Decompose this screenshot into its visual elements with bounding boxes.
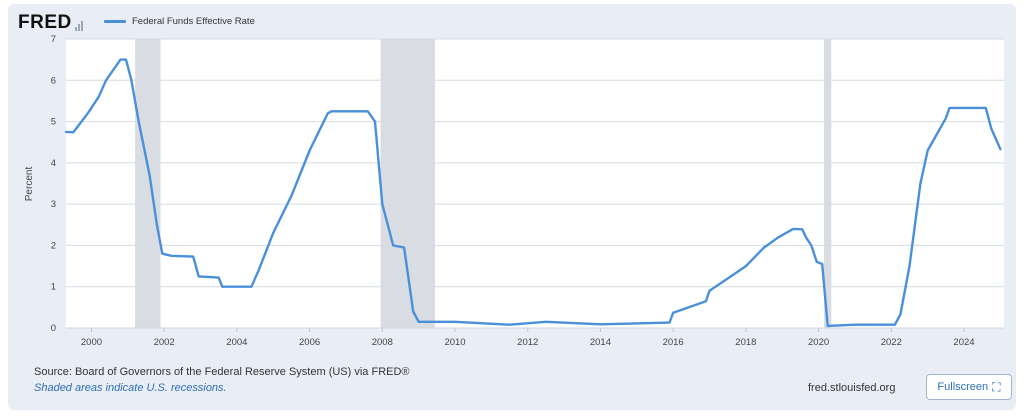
series-group xyxy=(64,58,1002,328)
y-tick-3: 3 xyxy=(51,199,56,210)
x-tick-2002: 2002 xyxy=(154,337,175,348)
x-tick-labels: 2000 2002 2004 2006 2008 2010 2012 2014 2016 2018… xyxy=(81,328,975,348)
x-tick-2008: 2008 xyxy=(372,337,393,348)
x-tick-2004: 2004 xyxy=(226,337,247,348)
expand-icon: ⛶ xyxy=(992,380,1001,394)
chart-frame: FRED Federal Funds Effective Rate 0 1 2 3 4 5… xyxy=(8,4,1016,410)
y-tick-2: 2 xyxy=(51,240,56,251)
fullscreen-button[interactable]: Fullscreen ⛶ xyxy=(926,374,1012,400)
plot-area xyxy=(66,39,1004,328)
source-note: Source: Board of Governors of the Federa… xyxy=(34,366,410,378)
logo-text: FRED xyxy=(18,12,72,33)
recession-band-0 xyxy=(135,39,161,328)
x-tick-2006: 2006 xyxy=(299,337,320,348)
x-tick-2020: 2020 xyxy=(808,337,829,348)
legend-label: Federal Funds Effective Rate xyxy=(132,16,255,27)
y-tick-6: 6 xyxy=(51,75,56,86)
fullscreen-label: Fullscreen xyxy=(937,381,989,393)
x-tick-2010: 2010 xyxy=(444,337,465,348)
recession-bands xyxy=(135,39,832,328)
recession-note: Shaded areas indicate U.S. recessions. xyxy=(34,382,227,394)
line-chart: 0 1 2 3 4 5 6 7 2000 2002 2004 2006 2008 2010 2012 201… xyxy=(24,34,1004,348)
x-tick-2012: 2012 xyxy=(517,337,538,348)
y-tick-0: 0 xyxy=(51,323,56,334)
series-line-0 xyxy=(64,58,1002,328)
x-tick-2014: 2014 xyxy=(590,337,611,348)
legend-swatch xyxy=(104,20,126,23)
y-tick-4: 4 xyxy=(51,158,56,169)
y-tick-labels: 0 1 2 3 4 5 6 7 xyxy=(51,34,56,334)
x-tick-2016: 2016 xyxy=(663,337,684,348)
x-tick-2024: 2024 xyxy=(953,337,974,348)
x-tick-2018: 2018 xyxy=(735,337,756,348)
x-tick-2000: 2000 xyxy=(81,337,102,348)
recession-band-2 xyxy=(824,39,832,328)
y-tick-5: 5 xyxy=(51,117,56,128)
site-url[interactable]: fred.stlouisfed.org xyxy=(808,382,896,394)
y-tick-1: 1 xyxy=(51,282,56,293)
fred-logo[interactable]: FRED xyxy=(18,12,83,34)
y-axis-label: Percent xyxy=(24,167,35,202)
y-tick-7: 7 xyxy=(51,34,56,45)
x-tick-2022: 2022 xyxy=(881,337,902,348)
logo-bars-icon xyxy=(74,20,83,31)
legend: Federal Funds Effective Rate xyxy=(104,16,255,27)
recession-band-1 xyxy=(380,39,436,328)
